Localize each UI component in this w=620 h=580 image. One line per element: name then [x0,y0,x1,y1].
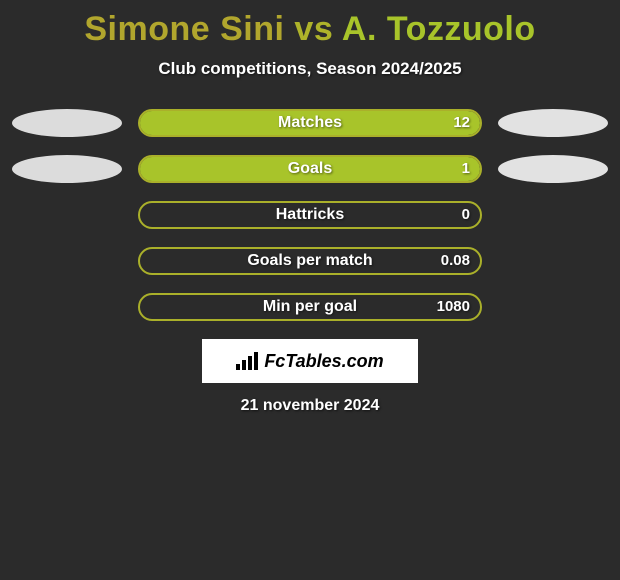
stat-value-right: 1 [462,157,470,181]
stat-label: Goals [140,157,480,181]
stat-value-right: 1080 [437,295,470,319]
stat-bar: Min per goal1080 [138,293,482,321]
stat-row: Min per goal1080 [0,293,620,321]
logo: FcTables.com [236,351,383,372]
logo-text: FcTables.com [264,351,383,372]
stat-bar: Goals1 [138,155,482,183]
stat-row: Hattricks0 [0,201,620,229]
bar-chart-icon [236,352,258,370]
stat-bar: Goals per match0.08 [138,247,482,275]
stat-row: Matches12 [0,109,620,137]
subtitle: Club competitions, Season 2024/2025 [0,59,620,79]
player1-avatar [12,155,122,183]
player1-avatar [12,109,122,137]
player2-avatar [498,155,608,183]
stat-value-right: 0 [462,203,470,227]
stat-value-right: 12 [453,111,470,135]
vs-label: vs [294,10,333,48]
avatar-placeholder [12,201,122,229]
player2-avatar [498,109,608,137]
stat-label: Matches [140,111,480,135]
date: 21 november 2024 [0,397,620,415]
stat-row: Goals per match0.08 [0,247,620,275]
stat-bar: Hattricks0 [138,201,482,229]
stat-value-right: 0.08 [441,249,470,273]
stat-label: Hattricks [140,203,480,227]
avatar-placeholder [12,247,122,275]
stat-bar: Matches12 [138,109,482,137]
logo-box: FcTables.com [202,339,418,383]
player1-name: Simone Sini [84,10,284,48]
stats-list: Matches12 Goals1 Hattricks0 Goals per match… [0,109,620,321]
title: Simone Sini vs A. Tozzuolo [0,10,620,49]
avatar-placeholder [498,247,608,275]
comparison-card: Simone Sini vs A. Tozzuolo Club competit… [0,0,620,415]
stat-label: Goals per match [140,249,480,273]
stat-row: Goals1 [0,155,620,183]
avatar-placeholder [12,293,122,321]
player2-name: A. Tozzuolo [342,10,536,48]
avatar-placeholder [498,201,608,229]
avatar-placeholder [498,293,608,321]
stat-label: Min per goal [140,295,480,319]
